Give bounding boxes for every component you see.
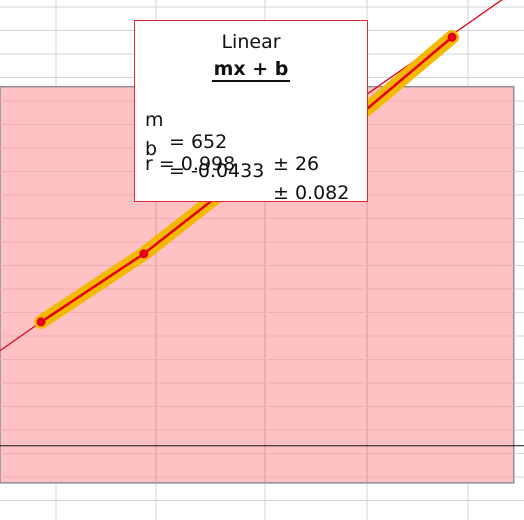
fit-title: Linear xyxy=(221,31,281,53)
fit-correlation: r = 0.998 xyxy=(145,153,236,175)
fit-formula: mx + b xyxy=(211,58,291,82)
data-point-5[interactable] xyxy=(447,32,457,42)
slope-label: m xyxy=(145,109,164,131)
fit-slope-row: m = 652 ± 26 xyxy=(145,87,319,197)
region-gridlines xyxy=(0,86,514,483)
data-point-2[interactable] xyxy=(139,249,149,259)
fit-intercept-row: b = -0.0433 ± 0.082 xyxy=(145,116,349,226)
intercept-error: ± 0.082 xyxy=(273,182,350,204)
intercept-label: b xyxy=(145,138,158,160)
slope-value: = 652 xyxy=(169,131,228,153)
intercept-value: = -0.0433 xyxy=(169,160,265,182)
linear-fit-box[interactable]: Linear mx + b m = 652 ± 26 b = -0.0433 ±… xyxy=(134,20,368,204)
data-point-1[interactable] xyxy=(36,317,46,327)
slope-error: ± 26 xyxy=(273,153,320,175)
